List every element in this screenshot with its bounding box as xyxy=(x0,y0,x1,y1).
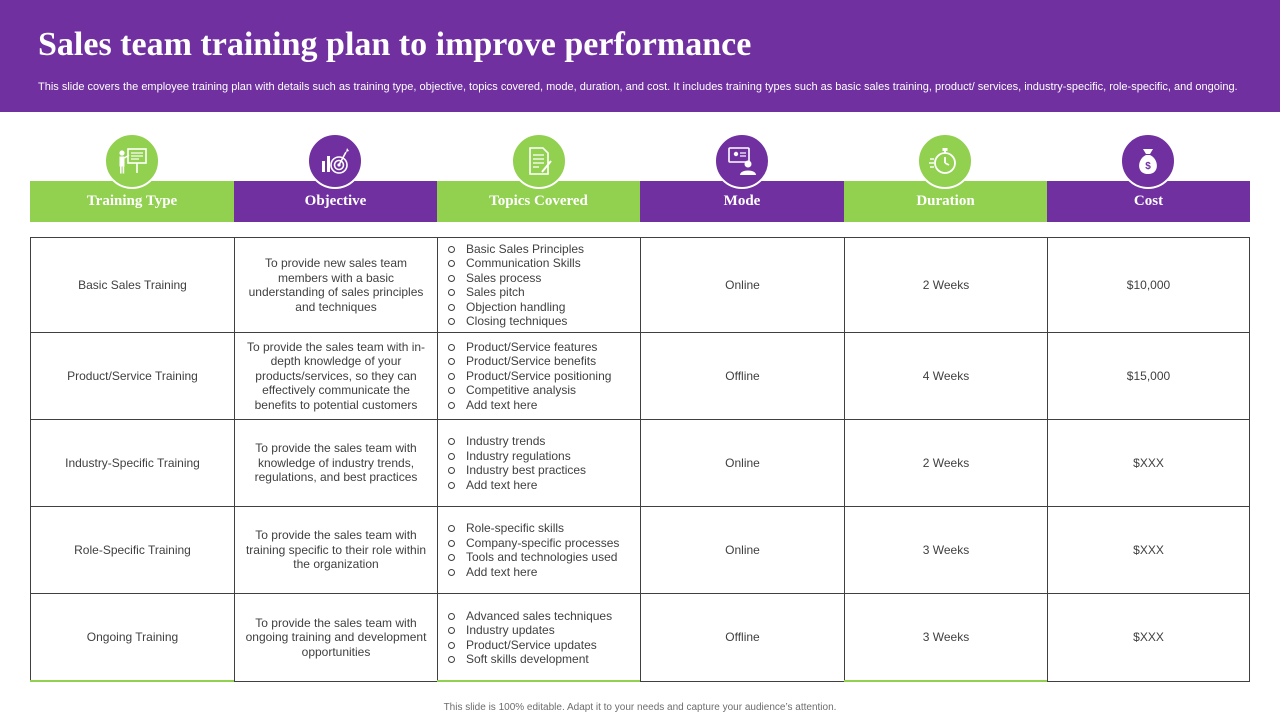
topic-item: Advanced sales techniques xyxy=(448,609,612,624)
cell-training-type: Basic Sales Training xyxy=(31,238,235,333)
cell-training-type: Role-Specific Training xyxy=(31,507,235,594)
topic-item: Industry regulations xyxy=(448,449,586,464)
topics-list: Basic Sales Principles Communication Ski… xyxy=(448,242,584,329)
target-icon xyxy=(307,133,363,189)
cell-objective: To provide the sales team with ongoing t… xyxy=(235,594,438,681)
topic-item: Product/Service positioning xyxy=(448,369,611,384)
topics-list: Advanced sales techniques Industry updat… xyxy=(448,609,612,667)
accent-line xyxy=(30,680,234,682)
stopwatch-icon xyxy=(917,133,973,189)
cell-training-type: Ongoing Training xyxy=(31,594,235,681)
svg-text:$: $ xyxy=(1145,161,1151,172)
page-title: Sales team training plan to improve perf… xyxy=(38,26,752,63)
cell-objective: To provide the sales team with training … xyxy=(235,507,438,594)
document-icon xyxy=(511,133,567,189)
cell-objective: To provide new sales team members with a… xyxy=(235,238,438,333)
topic-item: Industry best practices xyxy=(448,463,586,478)
cell-mode: Offline xyxy=(641,333,845,420)
footer-note: This slide is 100% editable. Adapt it to… xyxy=(443,702,837,713)
page-subtitle: This slide covers the employee training … xyxy=(38,81,1238,93)
cell-training-type: Industry-Specific Training xyxy=(31,420,235,507)
topic-item: Role-specific skills xyxy=(448,521,619,536)
topic-item: Industry updates xyxy=(448,623,612,638)
topic-item: Product/Service features xyxy=(448,340,611,355)
topics-list: Product/Service features Product/Service… xyxy=(448,340,611,413)
cell-topics: Advanced sales techniques Industry updat… xyxy=(438,594,641,681)
cell-mode: Online xyxy=(641,420,845,507)
cell-topics: Industry trends Industry regulations Ind… xyxy=(438,420,641,507)
topic-item: Product/Service benefits xyxy=(448,354,611,369)
cell-objective: To provide the sales team with in-depth … xyxy=(235,333,438,420)
topics-list: Role-specific skills Company-specific pr… xyxy=(448,521,619,579)
topic-item: Company-specific processes xyxy=(448,536,619,551)
cell-cost: $XXX xyxy=(1048,420,1249,507)
topic-item: Soft skills development xyxy=(448,652,612,667)
topic-item: Sales pitch xyxy=(448,285,584,300)
topic-item: Communication Skills xyxy=(448,256,584,271)
online-meeting-icon xyxy=(714,133,770,189)
topic-item: Objection handling xyxy=(448,300,584,315)
cell-cost: $15,000 xyxy=(1048,333,1249,420)
cell-topics: Basic Sales Principles Communication Ski… xyxy=(438,238,641,333)
topic-item: Closing techniques xyxy=(448,314,584,329)
header-band xyxy=(0,0,1280,112)
cell-topics: Product/Service features Product/Service… xyxy=(438,333,641,420)
accent-line xyxy=(844,680,1047,682)
topic-item: Competitive analysis xyxy=(448,383,611,398)
cell-topics: Role-specific skills Company-specific pr… xyxy=(438,507,641,594)
topic-item: Add text here xyxy=(448,478,586,493)
cell-mode: Offline xyxy=(641,594,845,681)
topic-item: Sales process xyxy=(448,271,584,286)
cell-duration: 2 Weeks xyxy=(845,420,1048,507)
money-bag-icon: $ xyxy=(1120,133,1176,189)
cell-mode: Online xyxy=(641,507,845,594)
topic-item: Basic Sales Principles xyxy=(448,242,584,257)
topics-list: Industry trends Industry regulations Ind… xyxy=(448,434,586,492)
topic-item: Tools and technologies used xyxy=(448,550,619,565)
cell-cost: $10,000 xyxy=(1048,238,1249,333)
cell-duration: 3 Weeks xyxy=(845,594,1048,681)
cell-mode: Online xyxy=(641,238,845,333)
cell-objective: To provide the sales team with knowledge… xyxy=(235,420,438,507)
topic-item: Product/Service updates xyxy=(448,638,612,653)
cell-training-type: Product/Service Training xyxy=(31,333,235,420)
cell-cost: $XXX xyxy=(1048,507,1249,594)
topic-item: Add text here xyxy=(448,565,619,580)
cell-cost: $XXX xyxy=(1133,630,1164,645)
accent-line xyxy=(437,680,640,682)
topic-item: Industry trends xyxy=(448,434,586,449)
training-plan-table: Basic Sales Training To provide new sale… xyxy=(30,237,1250,682)
cell-duration: 2 Weeks xyxy=(845,238,1048,333)
topic-item: Add text here xyxy=(448,398,611,413)
cell-duration: 4 Weeks xyxy=(845,333,1048,420)
presentation-icon xyxy=(104,133,160,189)
cell-duration: 3 Weeks xyxy=(845,507,1048,594)
